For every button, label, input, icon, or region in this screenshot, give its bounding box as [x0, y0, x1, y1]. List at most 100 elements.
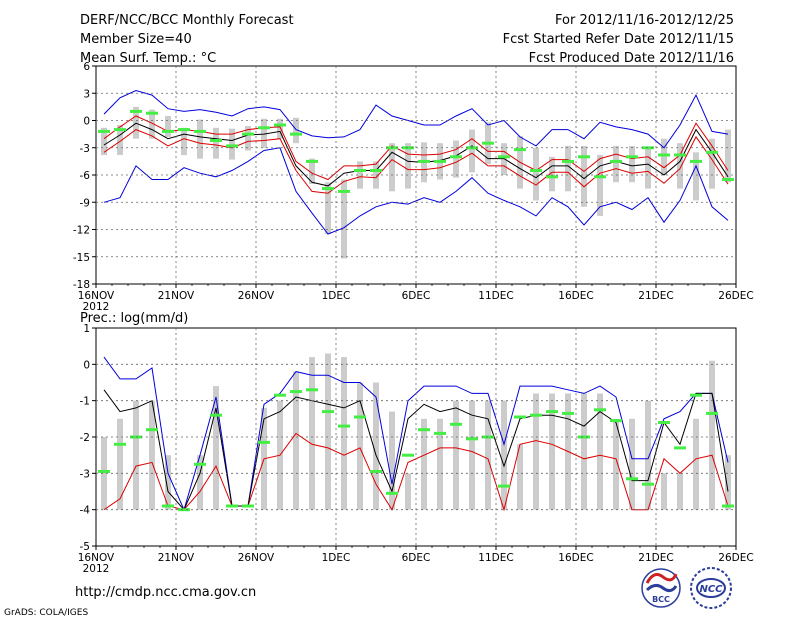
ensemble-mean-line	[103, 389, 729, 511]
x-tick-label: 6DEC	[402, 552, 431, 564]
ensemble-bar	[405, 143, 411, 189]
median-marker	[482, 141, 494, 145]
median-marker	[450, 422, 462, 426]
ensemble-bar	[677, 473, 683, 510]
ensemble-bar	[501, 400, 507, 510]
median-marker	[658, 421, 670, 424]
median-marker	[434, 159, 446, 163]
ensemble-bar	[341, 179, 347, 259]
ensemble-bar	[533, 393, 539, 510]
ensemble-bar	[149, 400, 155, 510]
median-marker	[530, 413, 542, 417]
median-marker	[258, 440, 270, 444]
median-marker	[146, 428, 158, 432]
median-marker	[354, 415, 366, 419]
ensemble-bar	[181, 127, 187, 156]
y-tick-label: -6	[80, 170, 91, 182]
ncc-logo-ring	[690, 567, 732, 609]
precip-variable-label: Prec.: log(mm/d)	[80, 311, 188, 326]
x-year-label: 2012	[83, 563, 110, 575]
median-marker	[610, 159, 622, 163]
median-marker	[418, 428, 430, 432]
ensemble-bar	[453, 400, 459, 510]
ensemble-bar	[165, 116, 171, 137]
ensemble-bar	[693, 152, 699, 201]
ensemble-bar	[325, 353, 331, 510]
ensemble-bar	[581, 145, 587, 207]
y-tick-label: -4	[80, 505, 91, 517]
ensemble-bar	[101, 437, 107, 510]
median-marker	[418, 159, 430, 163]
ensemble-bar	[245, 126, 251, 151]
median-marker	[626, 477, 638, 481]
ensemble-bar	[629, 418, 635, 510]
x-tick-label: 26NOV	[238, 290, 275, 302]
x-tick-label: 21DEC	[638, 552, 673, 564]
median-marker	[322, 187, 334, 191]
median-marker	[674, 153, 686, 157]
ensemble-bar	[597, 393, 603, 510]
member-size: Member Size=40	[80, 32, 192, 47]
spread-lower-line	[103, 129, 729, 194]
x-tick-label: 21DEC	[638, 290, 673, 302]
refer-date: Fcst Started Refer Date 2012/11/15	[503, 32, 734, 47]
forecast-period: For 2012/11/16-2012/12/25	[555, 13, 734, 28]
median-marker	[706, 411, 718, 415]
median-marker	[274, 393, 286, 397]
median-marker	[690, 393, 702, 397]
ensemble-bar	[645, 400, 651, 510]
ensemble-bar	[421, 418, 427, 510]
median-marker	[402, 453, 414, 457]
x-tick-label: 1DEC	[322, 552, 351, 564]
x-tick-label: 26DEC	[718, 552, 753, 564]
median-marker	[642, 482, 654, 486]
median-marker	[370, 169, 382, 172]
produced-date: Fcst Produced Date 2012/11/16	[529, 51, 734, 66]
variable-label: Mean Surf. Temp.: °C	[80, 51, 216, 66]
ncc-logo-text: NCC	[699, 584, 723, 595]
y-tick-label: -2	[80, 432, 90, 444]
median-marker	[242, 132, 254, 136]
y-tick-label: -1	[80, 396, 90, 408]
x-tick-label: 11DEC	[478, 552, 513, 564]
median-marker	[226, 144, 238, 148]
median-marker	[338, 189, 350, 193]
source-url[interactable]: http://cmdp.ncc.cma.gov.cn	[75, 585, 256, 600]
x-tick-label: 16NOV	[78, 290, 115, 302]
ensemble-bar	[693, 418, 699, 510]
median-marker	[594, 175, 606, 179]
ensemble-bar	[117, 418, 123, 510]
median-marker	[210, 413, 222, 417]
median-marker	[98, 470, 110, 473]
median-marker	[258, 126, 270, 130]
ensemble-bar	[613, 418, 619, 510]
median-marker	[370, 470, 382, 473]
ensemble-bar	[661, 473, 667, 510]
median-marker	[306, 388, 318, 392]
median-marker	[178, 508, 190, 512]
spread-upper-line	[103, 115, 729, 181]
ensemble-bar	[389, 411, 395, 510]
x-tick-label: 16NOV	[78, 552, 115, 564]
ensemble-bar	[725, 129, 731, 183]
ensemble-bar	[341, 357, 347, 510]
median-marker	[114, 442, 126, 446]
ensemble-bar	[149, 109, 155, 139]
bcc-logo: BCC	[641, 568, 681, 608]
ensemble-bar	[357, 161, 363, 189]
median-marker	[626, 155, 638, 159]
median-marker	[562, 411, 574, 415]
ensemble-bar	[517, 444, 523, 510]
y-tick-label: -15	[73, 252, 90, 264]
median-marker	[498, 155, 510, 159]
ensemble-bar	[469, 400, 475, 510]
median-marker	[578, 155, 590, 159]
median-marker	[466, 437, 478, 441]
y-tick-label: 0	[83, 116, 90, 128]
ensemble-bar	[565, 145, 571, 192]
x-year-label: 2012	[83, 301, 110, 313]
median-marker	[306, 159, 318, 163]
ensemble-bar	[213, 386, 219, 510]
median-marker	[162, 504, 174, 508]
